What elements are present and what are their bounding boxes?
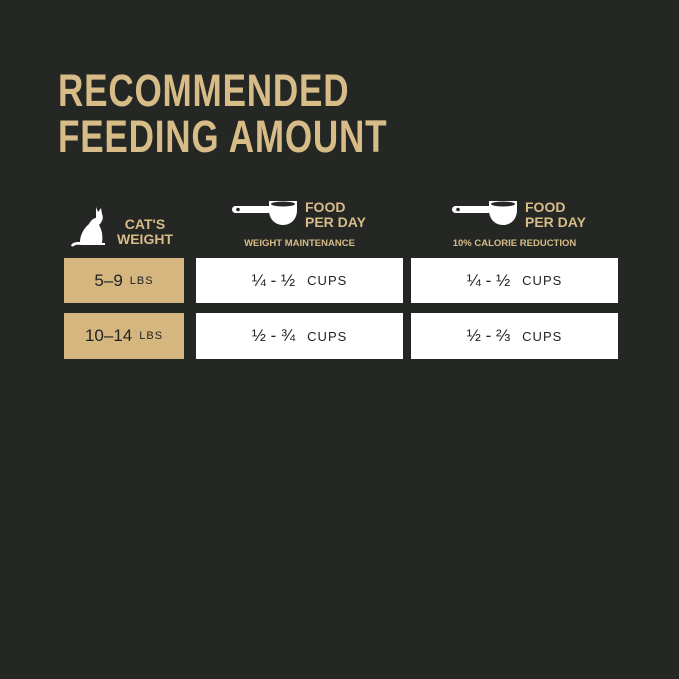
cups-unit: CUPS — [522, 328, 563, 344]
page-title-line1: RECOMMENDED — [58, 65, 350, 116]
maintenance-cell: ½ - ¾ CUPS — [196, 313, 403, 359]
amount-value: ½ - ¾ — [251, 326, 296, 345]
amount-value: ½ - ⅔ — [466, 326, 511, 345]
weight-header: CAT'S WEIGHT — [113, 217, 177, 247]
weight-cell: 5–9 LBS — [64, 258, 184, 303]
weight-unit: LBS — [139, 330, 164, 342]
amount-value: ¼ - ½ — [251, 270, 296, 290]
measuring-cup-icon — [452, 201, 517, 225]
col1-header: FOOD PER DAY — [305, 200, 366, 230]
page-title-line2: FEEDING AMOUNT — [58, 111, 388, 162]
cat-icon — [71, 207, 105, 247]
col2-subheader: 10% CALORIE REDUCTION — [452, 238, 577, 249]
col1-header-line2: PER DAY — [305, 214, 366, 230]
weight-header-line1: CAT'S — [124, 216, 166, 232]
amount-value: ¼ - ½ — [466, 270, 511, 290]
reduction-cell: ½ - ⅔ CUPS — [411, 313, 618, 359]
col2-header-line2: PER DAY — [525, 214, 586, 230]
weight-header-line2: WEIGHT — [117, 231, 173, 247]
col1-header-line1: FOOD — [305, 199, 346, 215]
reduction-cell: ¼ - ½ CUPS — [411, 258, 618, 303]
cups-unit: CUPS — [307, 328, 348, 344]
cups-unit: CUPS — [307, 273, 348, 288]
weight-value: 10–14 — [84, 326, 133, 345]
weight-unit: LBS — [129, 274, 154, 287]
measuring-cup-icon — [232, 201, 297, 225]
weight-value: 5–9 — [94, 270, 123, 290]
weight-cell: 10–14 LBS — [64, 313, 184, 359]
maintenance-cell: ¼ - ½ CUPS — [196, 258, 403, 303]
cups-unit: CUPS — [522, 273, 563, 288]
col2-header: FOOD PER DAY — [525, 200, 586, 230]
col2-header-line1: FOOD — [525, 199, 566, 215]
col1-subheader: WEIGHT MAINTENANCE — [244, 238, 355, 249]
